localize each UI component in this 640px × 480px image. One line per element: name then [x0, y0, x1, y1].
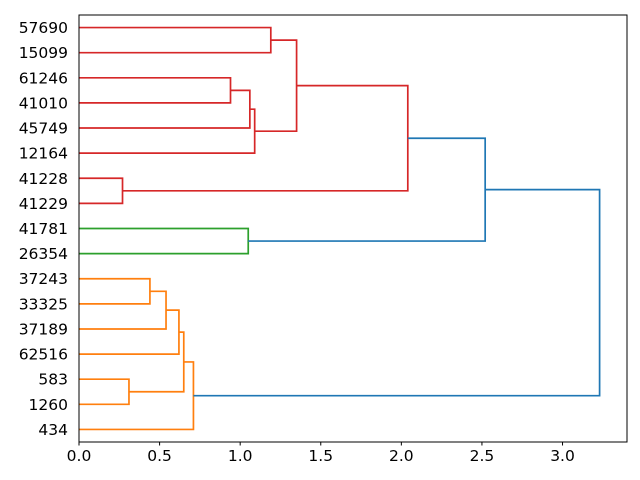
leaf-label: 37243 — [19, 270, 68, 288]
dendrogram-link — [193, 188, 601, 397]
x-tick-label: 0.0 — [67, 447, 92, 465]
leaf-label: 1260 — [29, 396, 68, 414]
x-tick-label: 1.0 — [228, 447, 253, 465]
leaf-label: 41228 — [19, 170, 68, 188]
leaf-label: 41781 — [19, 220, 68, 238]
leaf-label: 61246 — [19, 69, 68, 87]
leaf-label: 15099 — [19, 44, 68, 62]
dendrogram-link — [79, 89, 251, 129]
leaf-label: 62516 — [19, 346, 68, 364]
dendrogram-link — [79, 227, 250, 255]
dendrogram-link — [79, 290, 167, 330]
leaf-label: 45749 — [19, 120, 68, 138]
x-tick-label: 0.5 — [147, 447, 172, 465]
leaf-label: 33325 — [19, 295, 68, 313]
dendrogram-link — [79, 108, 256, 154]
x-tick-label: 1.5 — [308, 447, 333, 465]
leaf-label: 583 — [38, 371, 68, 389]
dendrogram-link — [79, 309, 180, 355]
x-tick-label: 2.5 — [470, 447, 495, 465]
x-tick-label: 2.0 — [389, 447, 414, 465]
leaf-label: 12164 — [19, 145, 68, 163]
leaf-label: 26354 — [19, 245, 68, 263]
x-tick-label: 3.0 — [550, 447, 575, 465]
leaf-label: 41010 — [19, 94, 68, 112]
dendrogram-link — [254, 39, 298, 133]
leaf-label: 434 — [38, 421, 68, 439]
leaf-label: 37189 — [19, 320, 68, 338]
dendrogram-link — [79, 361, 195, 431]
leaf-label: 41229 — [19, 195, 68, 213]
axes-frame — [78, 14, 628, 443]
leaf-label: 57690 — [19, 19, 68, 37]
